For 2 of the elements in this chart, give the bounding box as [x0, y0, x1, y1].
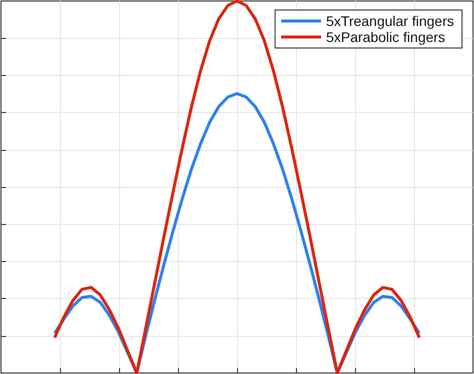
legend-label: 5xParabolic fingers	[326, 29, 446, 45]
legend-label: 5xTreangular fingers	[326, 13, 454, 29]
